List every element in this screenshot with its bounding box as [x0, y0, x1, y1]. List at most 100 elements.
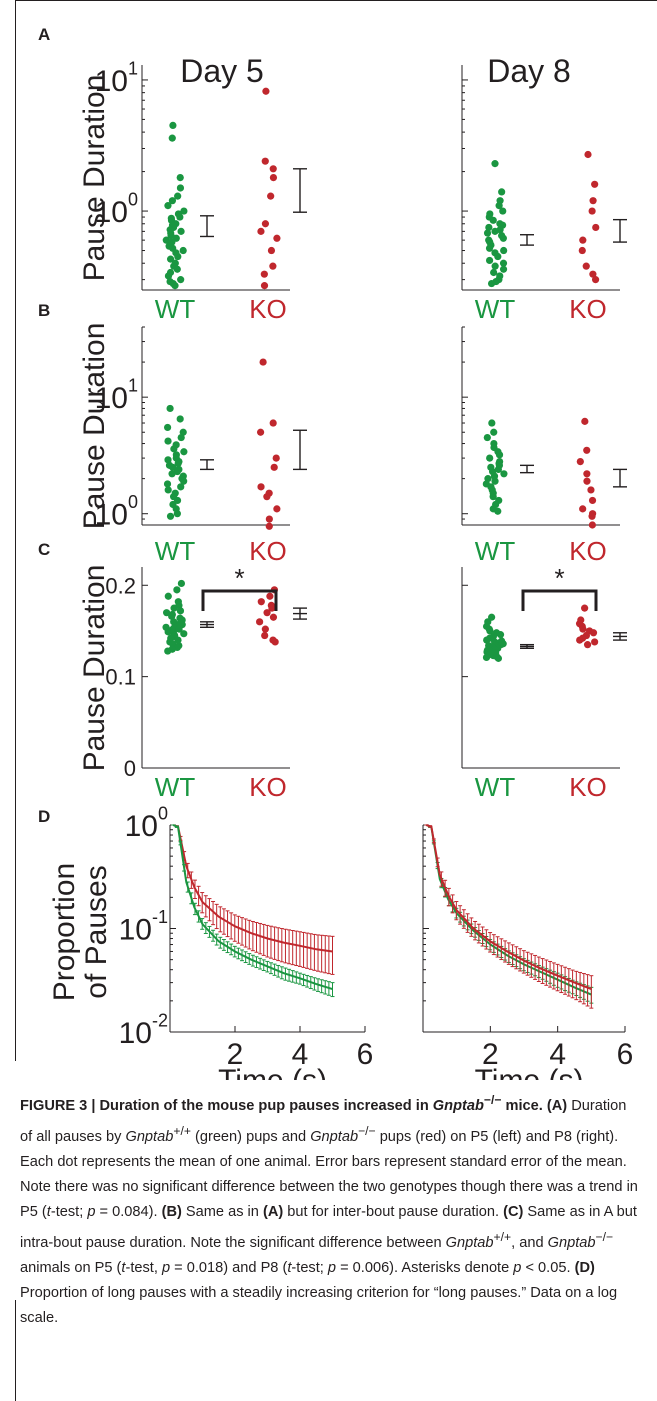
column-title-day-8: Day 8 [487, 53, 571, 89]
data-point-ko [591, 638, 599, 646]
data-point-wt [176, 607, 185, 615]
data-point-wt [179, 246, 187, 255]
caption-gene: Gnptab [432, 1097, 484, 1114]
data-point-wt [494, 654, 503, 662]
data-point-wt [173, 265, 181, 273]
data-point-wt [164, 272, 173, 280]
y-tick-label: 100 [125, 804, 168, 844]
caption-c-text-8: < 0.05. [521, 1259, 575, 1276]
data-point-wt [166, 404, 174, 413]
y-tick-label: 100 [95, 190, 138, 230]
data-point-wt [176, 184, 185, 192]
data-point-ko [588, 512, 596, 520]
data-point-ko [271, 638, 279, 646]
data-point-wt [168, 612, 176, 620]
group-label-wt: WT [155, 536, 196, 566]
data-point-wt [164, 486, 172, 494]
data-point-wt [491, 160, 499, 168]
data-point-ko [272, 454, 280, 462]
data-point-ko [260, 270, 268, 278]
data-point-wt [164, 202, 172, 210]
group-label-ko: KO [569, 294, 607, 324]
caption-c-text-6: -test; [291, 1259, 328, 1276]
panel-c-day8: WT KO * [461, 563, 627, 802]
data-point-ko [269, 262, 277, 270]
caption-a-label: (A) [546, 1097, 568, 1114]
data-point-ko [270, 463, 278, 471]
data-point-ko [266, 592, 274, 600]
caption-italic: p [161, 1259, 171, 1276]
data-point-wt [177, 276, 185, 284]
data-point-ko [273, 505, 281, 513]
caption-d-label: (D) [574, 1259, 595, 1276]
data-point-ko [256, 618, 264, 626]
data-point-ko [257, 227, 265, 235]
caption-label: FIGURE 3 | [20, 1097, 96, 1114]
x-tick-label: 6 [617, 1038, 634, 1071]
caption-gene: Gnptab [125, 1128, 174, 1145]
caption-italic: t [287, 1259, 292, 1276]
data-point-wt [174, 636, 182, 644]
caption-gene: Gnptab [547, 1234, 596, 1251]
data-point-ko [583, 446, 591, 454]
data-point-wt [168, 134, 176, 142]
x-tick-label: 4 [549, 1038, 566, 1071]
data-point-ko [589, 270, 597, 278]
caption-italic: p [327, 1259, 337, 1276]
y-tick-label: 0.2 [105, 573, 136, 598]
significance-bracket [201, 589, 278, 611]
data-point-wt [488, 419, 496, 427]
data-point-wt [170, 604, 178, 612]
data-point-wt [499, 259, 508, 267]
data-point-wt [495, 202, 503, 210]
data-point-wt [164, 437, 172, 445]
data-point-ko [583, 641, 592, 649]
data-point-ko [576, 636, 584, 644]
caption-c-text-3: animals on P5 ( [20, 1259, 122, 1276]
data-point-wt [490, 428, 498, 436]
data-point-ko [262, 87, 270, 95]
caption-sup: +/+ [173, 1123, 191, 1138]
data-point-ko [269, 613, 278, 621]
panel-c-day5: WT KO * [141, 563, 307, 802]
data-point-wt [177, 433, 185, 442]
data-point-wt [499, 234, 507, 242]
caption-sup: +/+ [493, 1229, 512, 1244]
caption-gene: Gnptab [445, 1234, 494, 1251]
caption-title-end: mice. [501, 1097, 543, 1114]
data-point-wt [490, 268, 498, 277]
data-point-wt [163, 423, 172, 432]
data-point-wt [499, 207, 507, 215]
data-point-wt [494, 252, 502, 261]
data-point-ko [257, 598, 265, 606]
data-point-ko [578, 246, 586, 255]
data-point-ko [583, 477, 591, 485]
data-point-ko [588, 207, 596, 215]
x-tick-label: 4 [292, 1038, 309, 1071]
y-tick-label: 101 [95, 58, 138, 98]
ylabel-proportion: Proportion [48, 863, 81, 1001]
figure-caption: FIGURE 3 | Duration of the mouse pup pau… [20, 1088, 640, 1331]
data-point-wt [180, 630, 188, 638]
data-point-wt [485, 223, 493, 232]
data-point-wt [176, 415, 184, 423]
group-label-ko: KO [249, 294, 287, 324]
data-point-wt [173, 510, 181, 518]
data-point-wt [171, 282, 179, 290]
data-point-wt [164, 456, 172, 464]
data-point-wt [176, 213, 184, 221]
caption-c-text-5: = 0.018) and P8 ( [170, 1259, 288, 1276]
data-point-ko [259, 358, 267, 366]
column-title-day-5: Day 5 [180, 53, 264, 89]
data-point-wt [483, 433, 491, 442]
data-point-wt [173, 586, 181, 594]
data-point-wt [177, 579, 186, 588]
group-label-wt: WT [155, 294, 196, 324]
panel-b-day5: WT KO [141, 326, 307, 566]
data-point-ko [591, 180, 599, 188]
y-tick-label: 10-1 [119, 907, 168, 947]
panel-letter-a: A [38, 25, 50, 44]
data-point-wt [486, 627, 494, 635]
data-point-ko [269, 165, 277, 173]
y-tick-label: 0 [124, 756, 136, 781]
